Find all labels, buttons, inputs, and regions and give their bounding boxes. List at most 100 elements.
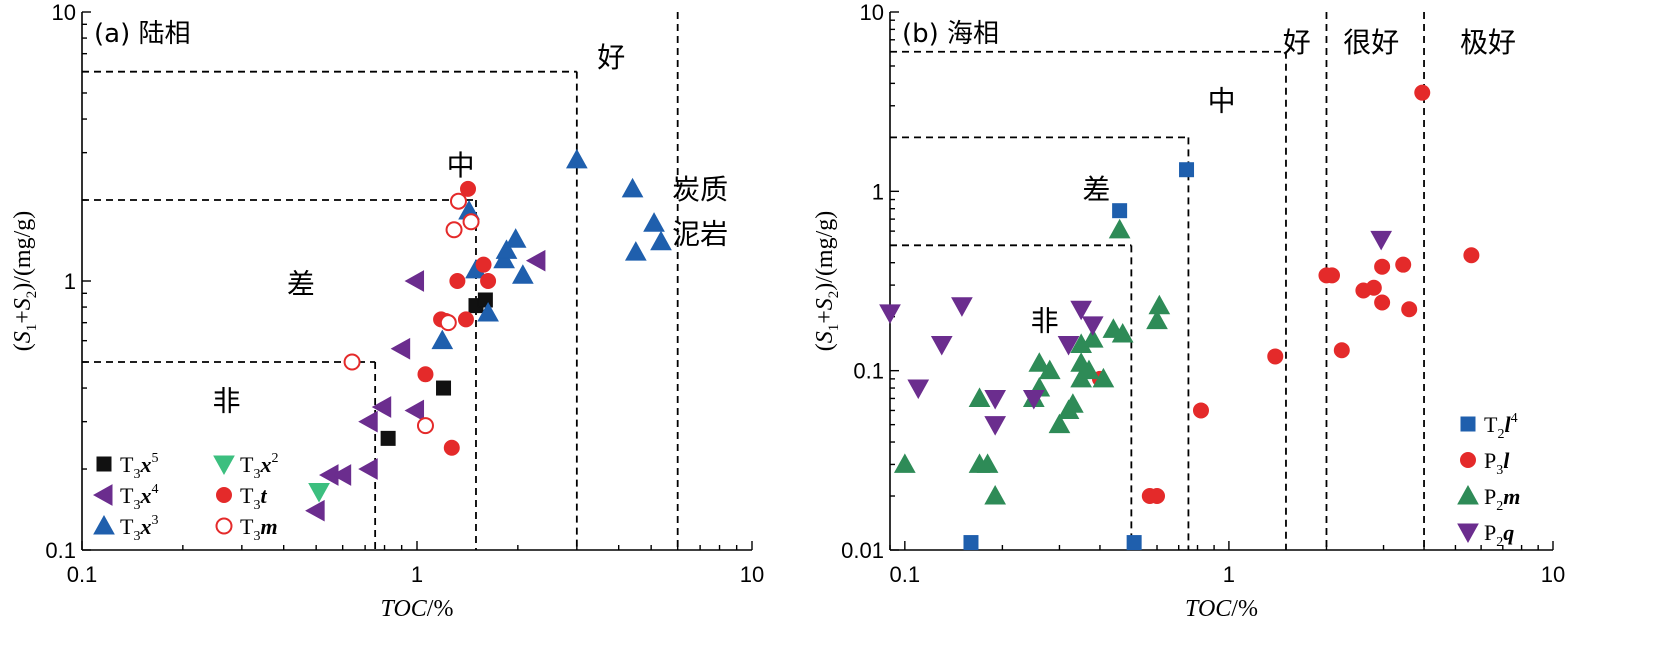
point-P2m <box>1148 294 1171 315</box>
legend-marker-T3x2 <box>213 455 235 476</box>
legend-letter: x <box>259 452 271 477</box>
point-T3x4 <box>331 464 352 486</box>
point-T3m <box>462 213 480 231</box>
y-title-part: )/(mg/g) <box>10 211 36 291</box>
legend-marker-T3m <box>215 517 233 535</box>
point-T3m <box>449 192 467 210</box>
y-tick-label: 1 <box>64 269 76 294</box>
legend-marker-T3x4 <box>92 484 113 506</box>
zone-label: 炭质 <box>672 173 728 206</box>
y-title-part: S <box>812 331 838 343</box>
x-axis-title: TOC/% <box>381 596 454 622</box>
zone-label: 中 <box>1208 85 1236 118</box>
point-P3l <box>1401 301 1418 318</box>
point-T3t <box>457 311 474 328</box>
point-P2q <box>984 389 1007 410</box>
point-P2q <box>1070 300 1093 321</box>
point-T3t <box>417 366 434 383</box>
series-P2m <box>893 218 1171 505</box>
point-P2q <box>1057 335 1080 356</box>
panel-title: (a) 陆相 <box>94 19 191 49</box>
x-axis-title-var: TOC <box>1185 596 1232 622</box>
legend-base: T <box>120 452 134 477</box>
x-tick-label: 10 <box>1541 562 1565 587</box>
y-tick-label: 10 <box>52 0 76 25</box>
legend-marker-P2m <box>1457 484 1479 505</box>
x-tick-label: 0.1 <box>890 562 921 587</box>
zone-label: 非 <box>1031 305 1059 338</box>
legend-letter: l <box>1504 412 1511 437</box>
legend-sub: 2 <box>1496 535 1503 550</box>
point-P2m <box>976 453 999 473</box>
point-P2q <box>984 416 1007 436</box>
legend-marker-T3x5 <box>96 456 112 472</box>
legend-letter: l <box>1503 448 1510 473</box>
y-tick-label: 1 <box>872 179 884 204</box>
legend-letter: x <box>139 514 151 539</box>
point-P2q <box>1081 316 1104 336</box>
legend-sup: 3 <box>151 513 158 528</box>
point-T3x4 <box>404 399 425 422</box>
legend-sub: 3 <box>253 498 260 513</box>
legend-label-P2q: P2q <box>1484 520 1514 550</box>
point-P2m <box>1048 413 1071 434</box>
point-T3x4 <box>404 270 425 292</box>
series-T3x3 <box>431 148 672 350</box>
point-T3x3 <box>431 329 454 350</box>
y-title-part: + <box>10 310 36 324</box>
legend-label-P3l: P3l <box>1484 448 1510 478</box>
x-tick-label: 1 <box>1223 562 1235 587</box>
point-P2m <box>968 387 991 407</box>
legend-base: T <box>240 483 254 508</box>
point-P2m <box>1078 359 1100 380</box>
zone-label: 差 <box>287 267 315 300</box>
point-T3m <box>343 353 361 371</box>
y-title-part: + <box>812 310 838 324</box>
legend-letter: m <box>1503 484 1520 509</box>
legend-sub: 3 <box>1496 463 1503 478</box>
point-P2m <box>1092 367 1115 388</box>
point-P3l <box>1267 348 1284 365</box>
y-title-sub: 2 <box>826 291 842 299</box>
point-P3l <box>1192 402 1209 419</box>
legend-sup: 5 <box>151 451 158 466</box>
legend-label-T3x2: T3x2 <box>240 451 278 482</box>
point-T3x3 <box>621 177 644 198</box>
point-T3t <box>480 273 497 289</box>
point-P2q <box>930 335 953 356</box>
legend-sup: 4 <box>151 482 158 497</box>
series-P3l <box>1091 84 1480 505</box>
legend-letter: x <box>139 452 151 477</box>
x-axis-title-unit: /% <box>1231 596 1258 622</box>
legend-label-T3m: T3m <box>240 514 278 544</box>
point-T2l4 <box>1112 203 1128 219</box>
legend-letter: x <box>139 483 151 508</box>
point-T3t <box>475 256 492 273</box>
point-P2q <box>907 379 930 400</box>
zone-label: 差 <box>1082 173 1110 206</box>
y-title-part: ( <box>812 343 838 351</box>
point-T3x3 <box>504 228 527 248</box>
point-P2q <box>879 304 901 324</box>
point-T3x3 <box>650 230 672 251</box>
legend-base: P <box>1484 520 1496 545</box>
legend-label-P2m: P2m <box>1484 484 1520 514</box>
point-T3x5 <box>477 292 493 308</box>
point-T3x5 <box>436 380 452 396</box>
legend-label-T2l4: T2l4 <box>1484 411 1518 442</box>
point-T2l4 <box>963 535 979 551</box>
zone-label: 极好 <box>1460 26 1516 59</box>
legend-sup: 2 <box>271 451 278 466</box>
point-P2m <box>1038 359 1061 380</box>
point-P2q <box>1022 389 1045 410</box>
point-P2q <box>951 297 973 317</box>
zone-label: 非 <box>212 384 240 417</box>
point-T3x4 <box>371 396 392 418</box>
legend-sup: 4 <box>1511 411 1518 426</box>
legend-label-T3x3: T3x3 <box>120 513 158 544</box>
y-title-part: S <box>10 331 36 343</box>
point-T3x4 <box>358 410 378 433</box>
